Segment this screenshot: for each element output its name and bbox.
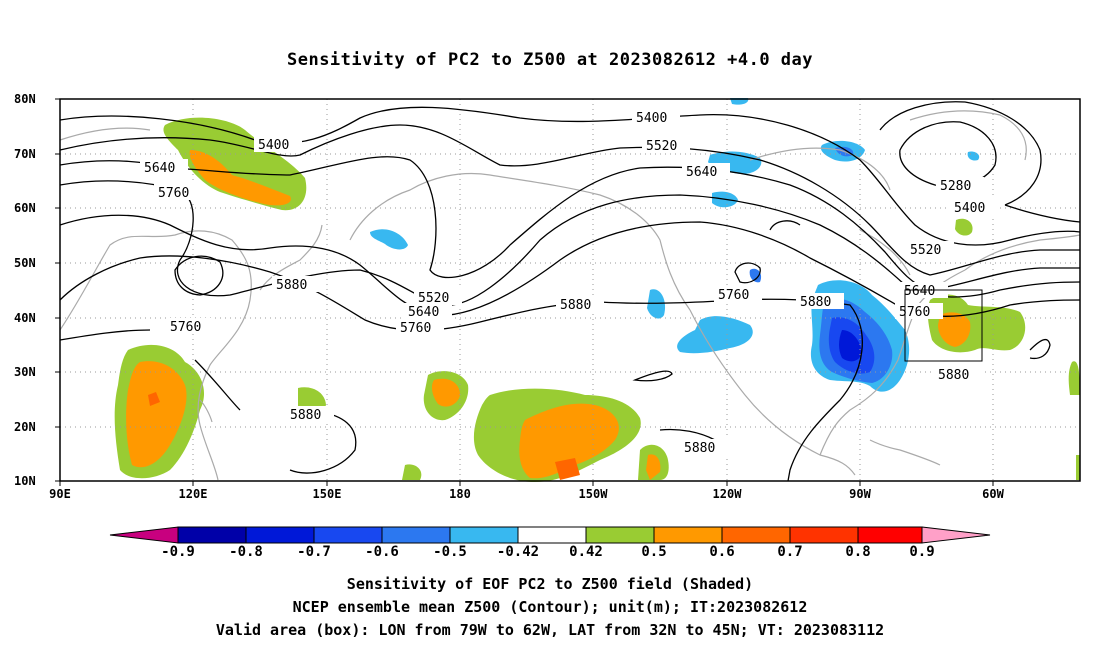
lat-label-20n: 20N [14, 420, 36, 434]
colorbar-label: 0.9 [909, 544, 935, 560]
caption-line-1: Sensitivity of EOF PC2 to Z500 field (Sh… [346, 575, 754, 593]
svg-text:5880: 5880 [276, 278, 307, 293]
colorbar-lower-arrow [109, 526, 179, 544]
svg-text:5400: 5400 [954, 201, 985, 216]
caption-line-3: Valid area (box): LON from 79W to 62W, L… [215, 621, 885, 639]
colorbar-segment [585, 526, 655, 544]
map-title: Sensitivity of PC2 to Z500 at 2023082612… [286, 50, 813, 70]
svg-text:5400: 5400 [636, 111, 667, 126]
colorbar-label: -0.5 [433, 544, 467, 560]
lon-label-120e: 120E [178, 487, 208, 501]
axis-ticks [55, 98, 994, 486]
svg-text:5400: 5400 [258, 138, 289, 153]
colorbar-segment [245, 526, 315, 544]
lon-label-90e: 90E [49, 487, 71, 501]
svg-text:5880: 5880 [800, 295, 831, 310]
svg-text:5880: 5880 [290, 408, 321, 423]
lat-label-30n: 30N [14, 365, 36, 379]
lon-label-180: 180 [449, 487, 471, 501]
svg-text:5640: 5640 [408, 305, 439, 320]
lat-label-80n: 80N [14, 92, 36, 106]
lon-label-150e: 150E [312, 487, 342, 501]
colorbar-label: -0.9 [161, 544, 195, 560]
lat-label-50n: 50N [14, 256, 36, 270]
colorbar-label: 0.8 [845, 544, 871, 560]
colorbar-segment [653, 526, 723, 544]
svg-text:5640: 5640 [144, 161, 175, 176]
caption-line-2: NCEP ensemble mean Z500 (Contour); unit(… [292, 598, 808, 616]
colorbar-label: -0.7 [297, 544, 331, 560]
colorbar-segment [721, 526, 791, 544]
lon-label-60w: 60W [982, 487, 1004, 501]
svg-text:5280: 5280 [940, 179, 971, 194]
colorbar-upper-arrow [921, 526, 991, 544]
colorbar-segment [381, 526, 451, 544]
svg-text:5760: 5760 [170, 320, 201, 335]
lon-label-120w: 120W [712, 487, 742, 501]
colorbar-segment [857, 526, 923, 544]
svg-text:5760: 5760 [899, 305, 930, 320]
svg-text:5520: 5520 [910, 243, 941, 258]
colorbar-label: -0.6 [365, 544, 399, 560]
colorbar-segment [177, 526, 247, 544]
colorbar-label: 0.42 [569, 544, 603, 560]
colorbar-segment [789, 526, 859, 544]
colorbar [109, 526, 991, 544]
lon-label-90w: 90W [849, 487, 871, 501]
svg-text:5640: 5640 [686, 165, 717, 180]
svg-text:5880: 5880 [938, 368, 969, 383]
colorbar-segment [313, 526, 383, 544]
valid-area-box [904, 289, 983, 362]
svg-text:5880: 5880 [560, 298, 591, 313]
svg-text:5760: 5760 [718, 288, 749, 303]
colorbar-label: 0.7 [777, 544, 803, 560]
svg-text:5520: 5520 [646, 139, 677, 154]
positive-shading [114, 117, 1080, 482]
lat-label-70n: 70N [14, 147, 36, 161]
colorbar-label: 0.6 [709, 544, 735, 560]
lon-label-150w: 150W [578, 487, 608, 501]
colorbar-segment [449, 526, 519, 544]
colorbar-label: -0.42 [496, 544, 540, 560]
svg-text:5760: 5760 [158, 186, 189, 201]
lat-label-10n: 10N [14, 474, 36, 488]
svg-text:5640: 5640 [904, 284, 935, 299]
plot-frame [59, 98, 1081, 482]
svg-text:5880: 5880 [684, 441, 715, 456]
lat-label-60n: 60N [14, 201, 36, 215]
svg-text:5760: 5760 [400, 321, 431, 336]
svg-text:5520: 5520 [418, 291, 449, 306]
lat-label-40n: 40N [14, 311, 36, 325]
contour-labels: 5400 5640 5760 5880 5760 5520 5640 5760 … [140, 109, 998, 456]
colorbar-label: -0.8 [229, 544, 263, 560]
colorbar-label: 0.5 [641, 544, 667, 560]
colorbar-segment [517, 526, 587, 544]
